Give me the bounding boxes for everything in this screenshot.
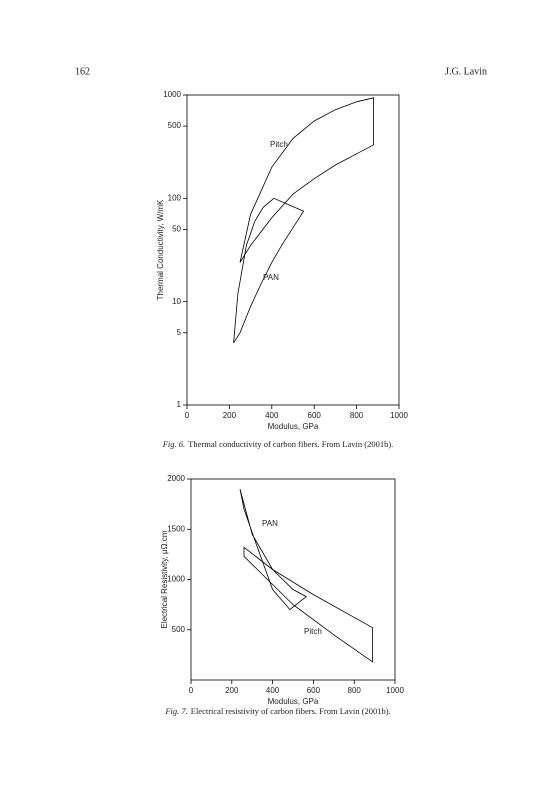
region-outline bbox=[239, 97, 374, 263]
x-tick-label: 400 bbox=[265, 411, 279, 420]
y-tick-label: 5 bbox=[177, 328, 182, 337]
x-tick-label: 600 bbox=[308, 411, 322, 420]
region-outline bbox=[239, 488, 308, 611]
y-tick-label: 50 bbox=[172, 225, 181, 234]
x-tick-label: 0 bbox=[189, 686, 194, 695]
x-tick-label: 800 bbox=[348, 686, 362, 695]
plot-frame bbox=[186, 94, 400, 406]
y-tick-label: 1 bbox=[177, 400, 182, 409]
region-outline bbox=[233, 197, 305, 344]
x-tick-label: 1000 bbox=[390, 411, 408, 420]
region-label: Pitch bbox=[304, 627, 322, 636]
y-tick-label: 1000 bbox=[167, 575, 185, 584]
y-axis-title: Thermal Conductivity, W/mK bbox=[156, 199, 165, 300]
x-tick-label: 200 bbox=[225, 686, 239, 695]
y-tick-label: 500 bbox=[168, 121, 182, 130]
running-head: J.G. Lavin bbox=[445, 66, 487, 77]
figure-label: Fig. 6. bbox=[162, 439, 185, 449]
region-label: PAN bbox=[263, 273, 279, 282]
x-tick-label: 1000 bbox=[386, 686, 404, 695]
y-tick-label: 10 bbox=[172, 297, 181, 306]
x-tick-label: 200 bbox=[223, 411, 237, 420]
x-tick-label: 0 bbox=[185, 411, 190, 420]
region-label: Pitch bbox=[270, 140, 288, 149]
y-tick-label: 1000 bbox=[163, 90, 181, 99]
figure-label: Fig. 7. bbox=[164, 706, 187, 716]
region-outline bbox=[243, 546, 373, 663]
y-tick-label: 500 bbox=[172, 625, 186, 634]
figure-caption: Fig. 6. Thermal conductivity of carbon fi… bbox=[162, 439, 394, 449]
y-axis-title: Electrical Resistivity, μΩ.cm bbox=[160, 530, 169, 628]
x-axis-title: Modulus, GPa bbox=[268, 697, 319, 706]
caption-text: Thermal conductivity of carbon fibers. F… bbox=[188, 439, 393, 449]
x-tick-label: 600 bbox=[307, 686, 321, 695]
y-tick-label: 2000 bbox=[167, 474, 185, 483]
region-label: PAN bbox=[262, 519, 278, 528]
x-tick-label: 400 bbox=[266, 686, 280, 695]
plot-frame bbox=[190, 478, 396, 681]
y-tick-label: 1500 bbox=[167, 524, 185, 533]
x-tick-label: 800 bbox=[350, 411, 364, 420]
caption-text: Electrical resistivity of carbon fibers.… bbox=[191, 706, 391, 716]
x-axis-title: Modulus, GPa bbox=[268, 422, 319, 431]
y-tick-label: 100 bbox=[168, 193, 182, 202]
figure-caption: Fig. 7. Electrical resistivity of carbon … bbox=[164, 706, 390, 716]
page-number: 162 bbox=[75, 66, 90, 77]
